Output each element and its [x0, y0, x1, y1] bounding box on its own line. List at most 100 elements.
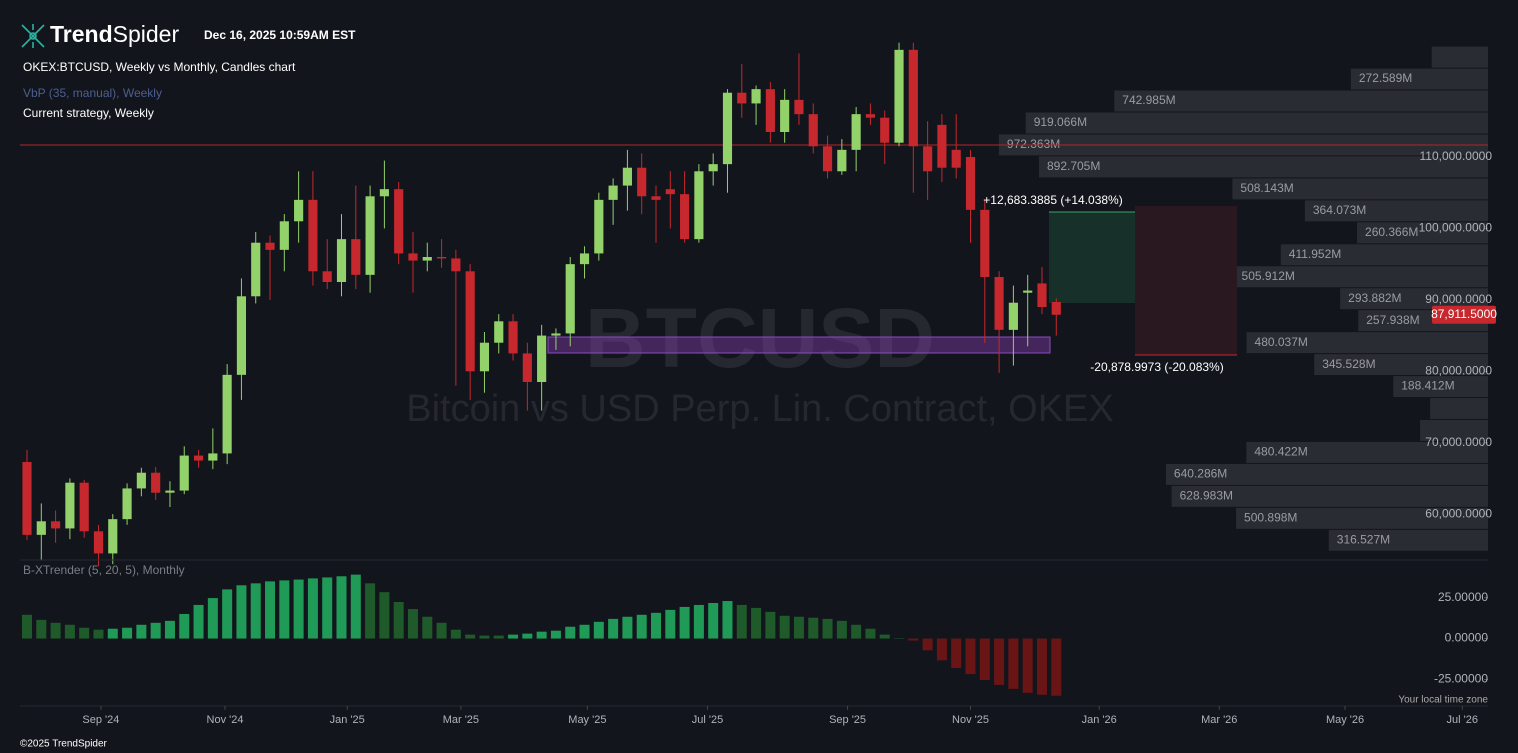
- candle-body: [365, 196, 375, 275]
- indicator-title: B-XTrender (5, 20, 5), Monthly: [23, 563, 185, 577]
- histogram-bar: [793, 616, 804, 639]
- candle-body: [680, 194, 690, 240]
- candle-body: [108, 519, 118, 554]
- candle-body: [265, 242, 275, 250]
- y-tick-label: 70,000.0000: [1425, 435, 1492, 449]
- logo-icon: [21, 24, 45, 48]
- volume-label: 411.952M: [1289, 247, 1341, 261]
- candle-body: [894, 49, 904, 143]
- candle-body: [322, 271, 332, 282]
- candle-body: [294, 199, 304, 222]
- volume-label: 892.705M: [1047, 159, 1100, 173]
- histogram-bar: [193, 604, 204, 639]
- candle-body: [780, 99, 790, 132]
- x-tick-label: May '26: [1326, 714, 1364, 726]
- volume-label: 972.363M: [1007, 137, 1060, 151]
- histogram-bar: [693, 604, 704, 639]
- candle-body: [165, 490, 175, 493]
- candle-body: [422, 257, 432, 261]
- histogram-bar: [593, 621, 604, 639]
- y-tick-label: 0.00000: [1445, 631, 1489, 645]
- histogram-bar: [579, 624, 590, 639]
- candle-body: [923, 146, 933, 172]
- candle-body: [93, 531, 104, 554]
- volume-bar: [1280, 244, 1488, 266]
- volume-bar: [1038, 156, 1488, 178]
- histogram-bar: [622, 616, 633, 639]
- y-tick-label: 25.00000: [1438, 590, 1488, 604]
- histogram-bar: [822, 618, 833, 639]
- y-tick-label: 110,000.0000: [1419, 149, 1492, 163]
- volume-label: 742.985M: [1122, 93, 1175, 107]
- y-tick-label: 80,000.0000: [1425, 363, 1492, 377]
- histogram-bar: [779, 615, 790, 639]
- long-target-label: +12,683.3885 (+14.038%): [983, 193, 1122, 207]
- volume-bar: [1246, 332, 1488, 354]
- candle-body: [1037, 283, 1047, 307]
- candle-body: [708, 164, 718, 172]
- x-tick-label: Jul '25: [692, 714, 723, 726]
- timestamp: Dec 16, 2025 10:59AM EST: [204, 28, 356, 42]
- histogram-bar: [379, 592, 390, 639]
- volume-label: 272.589M: [1359, 71, 1412, 85]
- candle-body: [637, 167, 647, 197]
- histogram-bar: [1036, 638, 1047, 695]
- histogram-bar: [393, 602, 404, 639]
- volume-profile: 316.527M 500.898M 628.983M 640.286M 480.422M…: [998, 46, 1488, 551]
- candle-body: [765, 89, 775, 132]
- candle-body: [951, 149, 961, 168]
- histogram-bar: [1008, 638, 1019, 689]
- y-tick-label: 90,000.0000: [1425, 292, 1492, 306]
- candle-body: [436, 257, 447, 259]
- candle-body: [79, 482, 89, 532]
- volume-bar: [1246, 441, 1488, 463]
- candle-body: [808, 114, 818, 147]
- volume-bar: [1340, 288, 1488, 310]
- histogram-bar: [250, 583, 261, 639]
- histogram-bar: [107, 628, 118, 639]
- histogram-bar: [936, 638, 947, 661]
- histogram-bar: [136, 624, 147, 639]
- candle-body: [908, 49, 918, 147]
- x-tick-label: Jan '25: [330, 714, 365, 726]
- candle-body: [22, 462, 32, 535]
- histogram-bar: [207, 598, 218, 639]
- histogram-bar: [550, 630, 561, 639]
- volume-label: 505.912M: [1242, 269, 1295, 283]
- candle-body: [479, 342, 490, 372]
- candle-body: [837, 149, 847, 172]
- support-zone: [547, 336, 1051, 354]
- candle-body: [279, 221, 289, 250]
- volume-label: 188.412M: [1401, 379, 1454, 393]
- histogram-bar: [450, 629, 461, 639]
- logo-bold: Trend: [50, 21, 113, 47]
- histogram-bar: [808, 617, 819, 639]
- candle-body: [251, 242, 261, 297]
- histogram-bar: [665, 609, 676, 639]
- histogram-bar: [22, 614, 33, 639]
- histogram-bar: [493, 635, 504, 639]
- histogram-bar: [36, 619, 47, 639]
- candle-body: [408, 253, 418, 261]
- x-tick-label: May '25: [568, 714, 606, 726]
- histogram-bar: [679, 606, 690, 639]
- candle-body: [1008, 302, 1018, 330]
- histogram-bar: [79, 627, 90, 639]
- volume-label: 500.898M: [1244, 511, 1297, 525]
- candle-body: [622, 167, 632, 186]
- volume-bar: [1350, 68, 1488, 90]
- volume-bar: [1328, 529, 1488, 551]
- candles: [22, 42, 1061, 567]
- volume-bar: [1025, 112, 1488, 134]
- volume-bar: [1165, 463, 1488, 485]
- candle-body: [465, 271, 475, 372]
- candle-body: [694, 171, 704, 240]
- volume-label: 316.527M: [1337, 532, 1390, 546]
- histogram-bar: [636, 614, 647, 639]
- histogram-bar: [179, 613, 190, 639]
- y-tick-label: -25.00000: [1434, 672, 1488, 686]
- volume-bar: [1430, 398, 1488, 419]
- volume-bar: [1232, 178, 1488, 200]
- candle-body: [994, 277, 1004, 330]
- candle-body: [193, 455, 204, 461]
